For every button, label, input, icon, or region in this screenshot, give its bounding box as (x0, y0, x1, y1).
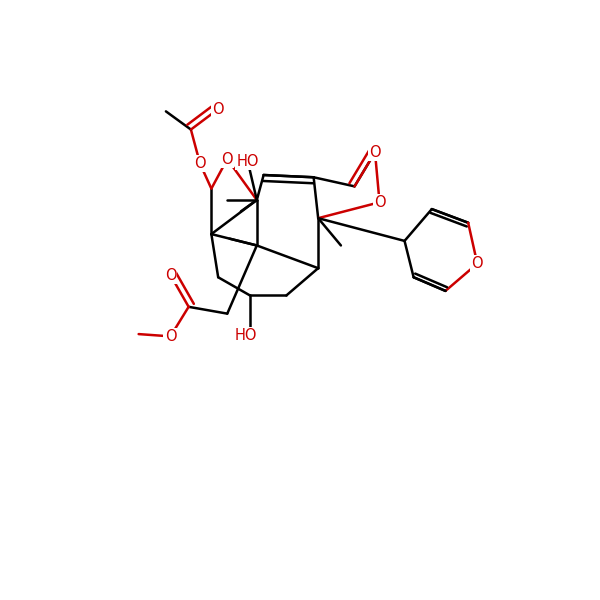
Text: O: O (164, 329, 176, 344)
Text: O: O (194, 156, 206, 171)
Text: O: O (221, 152, 233, 167)
Text: O: O (472, 256, 483, 271)
Text: HO: HO (236, 154, 259, 169)
Text: O: O (164, 268, 176, 283)
Text: HO: HO (234, 328, 257, 343)
Text: O: O (369, 145, 381, 160)
Text: O: O (374, 195, 385, 210)
Text: O: O (212, 101, 224, 116)
